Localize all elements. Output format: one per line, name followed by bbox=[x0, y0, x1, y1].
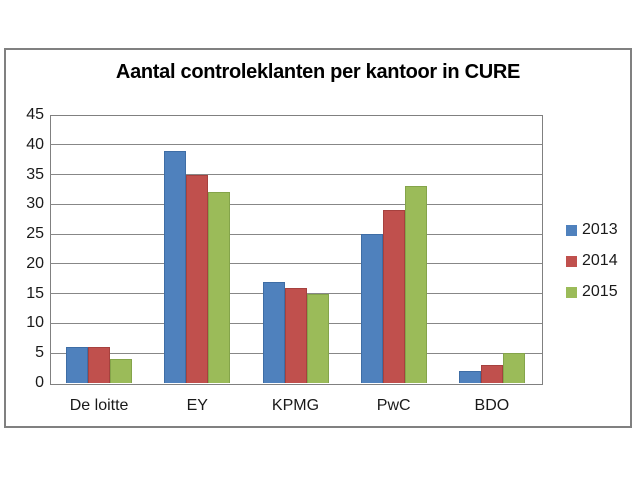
legend-swatch-2015 bbox=[566, 286, 577, 298]
legend: 2013 2014 2015 bbox=[566, 221, 618, 314]
y-axis-tick-label: 45 bbox=[26, 106, 44, 123]
legend-label: 2015 bbox=[582, 283, 618, 300]
chart-title: Aantal controleklanten per kantoor in CU… bbox=[115, 61, 521, 83]
y-axis-tick-label: 35 bbox=[26, 165, 44, 183]
bar-2013-ey bbox=[164, 150, 187, 383]
y-axis-tick-label: 0 bbox=[35, 374, 44, 391]
legend-label: 2014 bbox=[582, 252, 618, 269]
legend-swatch-2014 bbox=[566, 255, 577, 267]
y-axis-tick-label: 25 bbox=[26, 225, 44, 243]
x-axis-category-label: PwC bbox=[376, 397, 411, 414]
bar-2014-bdo bbox=[480, 365, 503, 383]
bar-2015-pwc bbox=[404, 186, 427, 383]
gridline bbox=[50, 203, 542, 205]
gridline bbox=[50, 263, 542, 265]
y-axis-tick-label: 30 bbox=[26, 195, 44, 213]
bar-2015-kpmg bbox=[306, 293, 329, 383]
bar-2014-ey bbox=[186, 174, 209, 383]
y-axis-tick-label: 10 bbox=[26, 314, 44, 332]
x-axis-category-label: EY bbox=[186, 397, 208, 414]
bar-2013-kpmg bbox=[262, 281, 285, 383]
y-axis-tick-label: 5 bbox=[35, 344, 44, 362]
gridline bbox=[50, 174, 542, 176]
x-axis-category-label: BDO bbox=[474, 397, 510, 414]
y-axis-tick-label: 15 bbox=[26, 284, 44, 302]
bar-2013-pwc bbox=[360, 234, 383, 383]
x-axis-category-label: KPMG bbox=[271, 397, 320, 414]
x-axis-category-label: De loitte bbox=[69, 397, 129, 414]
bar-2015-bdo bbox=[502, 353, 525, 383]
y-axis-tick-label: 40 bbox=[26, 135, 44, 153]
bar-2014-pwc bbox=[382, 210, 405, 383]
legend-label: 2013 bbox=[582, 221, 618, 238]
bar-2014-de-loitte bbox=[88, 347, 111, 383]
legend-entry: 2013 bbox=[566, 221, 618, 239]
legend-entry: 2015 bbox=[566, 283, 618, 301]
legend-swatch-2013 bbox=[566, 224, 577, 236]
legend-entry: 2014 bbox=[566, 252, 618, 270]
gridline bbox=[50, 144, 542, 146]
bar-2013-bdo bbox=[458, 371, 481, 383]
bar-2015-ey bbox=[208, 192, 231, 383]
bar-2013-de-loitte bbox=[66, 347, 89, 383]
bar-2015-de-loitte bbox=[110, 359, 133, 383]
y-axis-tick-label: 20 bbox=[26, 254, 44, 272]
bar-2014-kpmg bbox=[284, 287, 307, 383]
gridline bbox=[50, 233, 542, 235]
